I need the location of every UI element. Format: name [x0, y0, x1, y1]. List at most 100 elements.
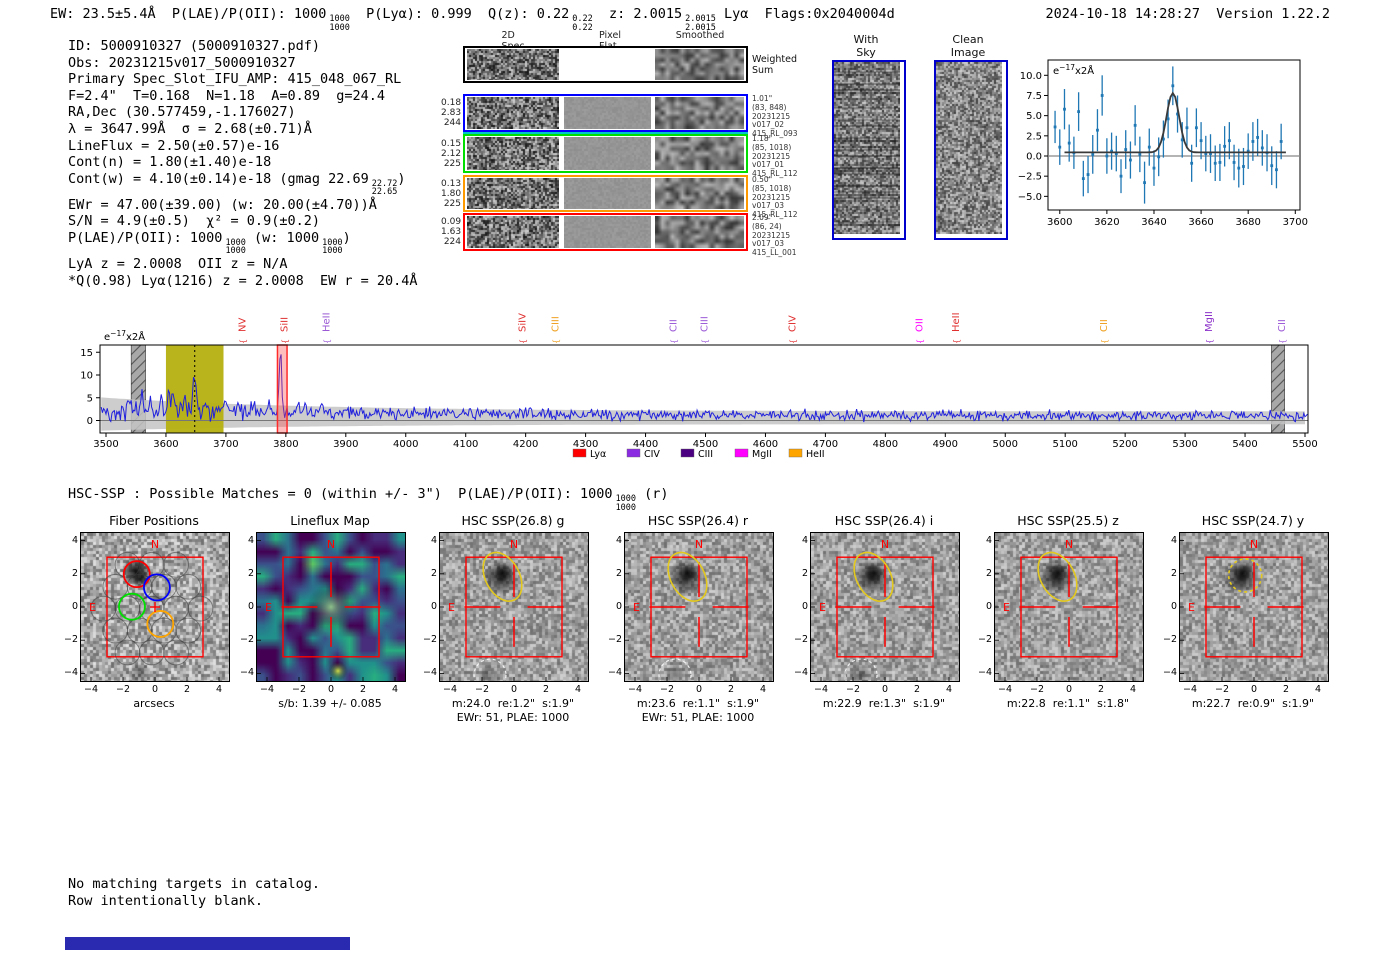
- text-segment: *Q(0.98) Lyα(1216) z = 2.0008 EW r = 20.…: [68, 272, 418, 289]
- fiber-circle: [175, 617, 202, 644]
- axis-tick-label: −4: [627, 684, 642, 695]
- axis-tick-label: −2: [1162, 634, 1177, 646]
- axis-tick-label: −4: [813, 684, 828, 695]
- line-label-brace: {: [552, 339, 561, 344]
- fiber-circle: [138, 639, 165, 666]
- spec2d-row-left-label: 0.09 1.63 224: [441, 217, 461, 247]
- left-label-line: 0.13: [441, 178, 462, 189]
- svg-text:4700: 4700: [813, 439, 838, 450]
- axis-tick-label: −2: [845, 684, 860, 695]
- compass-north-label: N: [881, 538, 889, 551]
- axis-tick-label: −4: [1162, 667, 1177, 679]
- info-line: LineFlux = 2.50(±0.57)e-16: [68, 138, 418, 155]
- clean-image-title-text: Clean Image: [950, 33, 986, 59]
- panel-title-lineflux: Lineflux Map: [290, 513, 370, 528]
- svg-text:5400: 5400: [1232, 439, 1257, 450]
- spec2d-cell-smoothed: [655, 49, 744, 80]
- spec2d-row-left-label: 0.13 1.80 225: [441, 179, 461, 209]
- axis-tick-label: −4: [422, 667, 437, 679]
- axis-tick-label: 4: [615, 534, 622, 546]
- legend-label: MgII: [752, 449, 772, 460]
- spec2d-row-annotation: 1.18" (85, 1018) 20231215 v017_01 415_RL_112: [752, 134, 798, 179]
- axis-tick-label: 2: [430, 567, 437, 579]
- axis-tick-label: −2: [115, 684, 130, 695]
- selected-fiber-circle: [118, 592, 146, 621]
- svg-text:7.5: 7.5: [1026, 91, 1042, 102]
- text-segment: λ = 3647.99Å σ = 2.68(±0.71)Å: [68, 120, 312, 137]
- svg-text:10: 10: [80, 371, 93, 382]
- axis-tick-label: 0: [1065, 684, 1073, 695]
- stacked-fraction: 1000 1000: [322, 237, 343, 257]
- line-label-brace: {: [788, 339, 797, 344]
- axis-tick-label: 2: [801, 567, 808, 579]
- extraction-box: [106, 556, 204, 658]
- line-label-brace: {: [519, 339, 528, 344]
- stacked-fraction: 1000 1000: [615, 494, 637, 513]
- annotation-line: 20231215: [752, 111, 791, 121]
- text-segment: ): [342, 229, 351, 246]
- info-line: Cont(n) = 1.80(±1.40)e-18: [68, 154, 418, 171]
- weighted-sum-label: Weighted Sum: [752, 54, 797, 76]
- spec2d-cell-2dspec: [467, 97, 559, 129]
- selected-fiber-circle: [146, 610, 175, 638]
- line-label-brace: {: [916, 339, 925, 344]
- svg-text:3700: 3700: [1283, 217, 1308, 228]
- axis-tick-label: 0: [985, 601, 992, 612]
- axis-tick-label: 0: [71, 601, 78, 612]
- line-label: SiII: [280, 317, 291, 332]
- cutout-panel-hsc_z: HSC SSP(25.5) z N E 4 2 0 −2 −4 −4 −2 0 2 4 m:22.8 re…: [978, 513, 1144, 728]
- footer-note-line1: No matching targets in catalog.: [68, 876, 320, 892]
- compass-north-label: N: [510, 538, 518, 551]
- fiber-circle: [163, 551, 190, 578]
- panel-caption2-hsc_r: EWr: 51, PLAE: 1000: [641, 711, 755, 724]
- annotation-line: v017_03: [752, 239, 785, 249]
- axis-tick-label: −2: [422, 634, 437, 646]
- panel-plot-hsc_g: N E 4 2 0 −2 −4 −4 −2 0 2 4: [423, 532, 589, 695]
- compass-north-label: N: [327, 538, 335, 551]
- hsc-match-line: HSC-SSP : Possible Matches = 0 (within +…: [68, 486, 669, 512]
- axis-tick-label: 4: [759, 684, 767, 695]
- spec2d-row: [463, 46, 748, 83]
- spec2d-row: [463, 134, 748, 173]
- info-line: *Q(0.98) Lyα(1216) z = 2.0008 EW r = 20.…: [68, 273, 418, 290]
- line-label-brace: {: [323, 339, 332, 344]
- stacked-fraction: 1000 1000: [329, 14, 350, 33]
- fiber-circle: [175, 573, 202, 600]
- annotation-line: 1.18": [752, 134, 773, 143]
- cutout-panel-fiber: Fiber Positions N E 4 2 0 −2 −4 −4 −2 0 2 4 arcsecs: [64, 513, 230, 728]
- line-label: CIV: [787, 315, 798, 332]
- svg-text:15: 15: [80, 348, 93, 359]
- legend-label: Lyα: [590, 449, 606, 460]
- axis-tick-label: −4: [607, 667, 622, 679]
- svg-text:3620: 3620: [1094, 217, 1119, 228]
- footer-color-bar: [65, 937, 350, 950]
- info-line: ID: 5000910327 (5000910327.pdf): [68, 38, 418, 55]
- svg-text:3800: 3800: [273, 439, 298, 450]
- panel-plot-lineflux: N E 4 2 0 −2 −4 −4 −2 0 2 4: [240, 532, 406, 695]
- svg-text:0.0: 0.0: [1026, 152, 1042, 163]
- line-label-brace: {: [239, 339, 248, 344]
- axis-tick-label: 4: [391, 684, 399, 695]
- axis-tick-label: 2: [1170, 567, 1177, 579]
- axis-tick-label: 4: [1314, 684, 1322, 695]
- axis-tick-label: −4: [793, 667, 808, 679]
- svg-text:2.5: 2.5: [1026, 131, 1042, 142]
- svg-text:5300: 5300: [1172, 439, 1197, 450]
- text-segment: z: 2.0015: [592, 6, 683, 22]
- text-segment: Obs: 20231215v017_5000910327: [68, 54, 296, 71]
- svg-text:3500: 3500: [93, 439, 118, 450]
- spec2d-cell-pixelflat: [564, 137, 651, 170]
- axis-tick-label: −4: [977, 667, 992, 679]
- line-label-brace: {: [281, 339, 290, 344]
- annotation-line: 20231215: [752, 192, 791, 202]
- axis-tick-label: 0: [430, 601, 437, 612]
- legend-swatch: [734, 448, 749, 458]
- axis-tick-label: 4: [430, 534, 437, 546]
- source-ellipse: [1037, 551, 1078, 602]
- annotation-line: 415_LL_001: [752, 248, 797, 258]
- text-segment: ): [397, 170, 406, 187]
- axis-tick-label: 4: [985, 534, 992, 546]
- text-segment: Cont(w) = 4.10(±0.14)e-18 (gmag 22.69: [68, 170, 369, 187]
- spec2d-cell-smoothed: [655, 137, 744, 170]
